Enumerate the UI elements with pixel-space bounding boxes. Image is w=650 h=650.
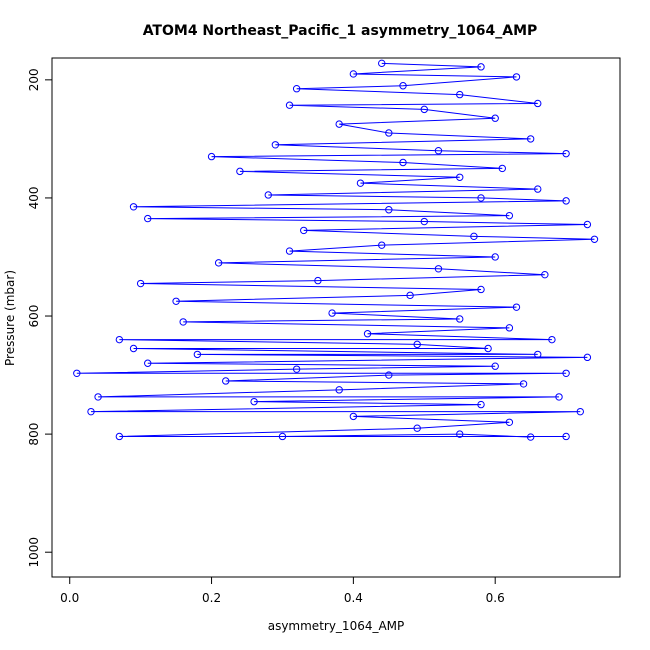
data-point [115,335,124,344]
x-tick-label: 0.6 [486,591,505,605]
data-point [399,82,407,90]
data-point [555,393,563,401]
data-point [526,433,535,441]
data-point [292,85,301,93]
data-point [413,340,421,349]
x-axis-label: asymmetry_1064_AMP [268,619,405,633]
data-point [285,101,294,109]
data-point [314,276,322,285]
data-point [179,318,187,326]
data-point [491,253,499,261]
data-point [498,164,506,173]
data-point [526,135,535,143]
y-tick-label: 600 [27,305,41,328]
x-tick-label: 0.4 [344,591,363,605]
data-point [548,335,556,344]
data-point [420,105,428,114]
data-point [87,407,95,416]
data-point [73,369,81,377]
data-point [144,359,152,367]
data-point [491,362,499,370]
data-point [385,206,393,214]
data-point [94,393,102,401]
data-point [115,432,124,441]
data-point [512,73,521,81]
data-point [534,99,542,108]
data-point [349,70,358,78]
data-point [477,285,485,294]
data-point [278,432,287,441]
data-point [583,220,592,229]
data-point [349,412,358,421]
data-point [335,386,343,394]
data-point [576,407,584,416]
data-point [385,129,393,137]
data-point [456,173,464,181]
data-point [434,146,443,155]
data-point [512,303,521,311]
data-point [136,279,145,288]
data-point [236,167,244,176]
data-point [271,141,280,149]
data-point [144,214,152,223]
data-point [207,152,216,161]
y-tick-label: 800 [27,423,41,446]
data-point [292,365,301,373]
data-point [214,259,223,267]
plot-frame [51,57,621,578]
data-point [264,191,272,199]
x-tick-label: 0.0 [60,591,79,605]
data-point [477,400,485,409]
data-point [505,324,514,332]
y-tick-label: 400 [27,186,41,209]
data-point [477,194,485,202]
data-point [413,424,421,432]
data-point [562,197,570,205]
data-point [562,432,570,441]
data-point [583,353,592,362]
data-point [285,247,294,255]
data-point [534,350,542,359]
data-point [406,291,414,300]
y-axis-label: Pressure (mbar) [3,270,17,366]
y-tick-label: 1000 [27,537,41,568]
data-point [378,59,386,68]
data-point [470,232,478,241]
data-point [129,203,138,211]
data-point [477,63,485,71]
data-point [505,418,514,427]
x-tick-label: 0.2 [202,591,221,605]
data-point [222,377,230,385]
chart-title: ATOM4 Northeast_Pacific_1 asymmetry_1064… [143,23,538,39]
data-point [456,90,464,99]
data-point [590,235,599,243]
data-point [172,297,180,305]
data-point [519,380,528,388]
data-point [399,158,407,167]
data-point [250,397,258,406]
data-point [434,265,443,273]
data-point [505,211,514,220]
data-point [534,185,542,193]
data-point [356,179,365,187]
data-point [456,315,464,323]
data-point [129,344,138,353]
data-line [76,62,595,438]
data-point [484,344,492,353]
data-point [385,371,393,379]
data-point [378,241,386,249]
data-point [562,149,570,158]
data-point [491,114,499,122]
data-point [420,217,428,226]
y-tick-label: 200 [27,68,41,91]
data-point [300,226,308,235]
data-point [363,330,372,338]
data-point [456,430,464,438]
data-point [193,350,202,359]
data-point [562,369,570,377]
data-point [541,270,549,279]
data-point [335,120,343,128]
data-point [328,309,336,317]
